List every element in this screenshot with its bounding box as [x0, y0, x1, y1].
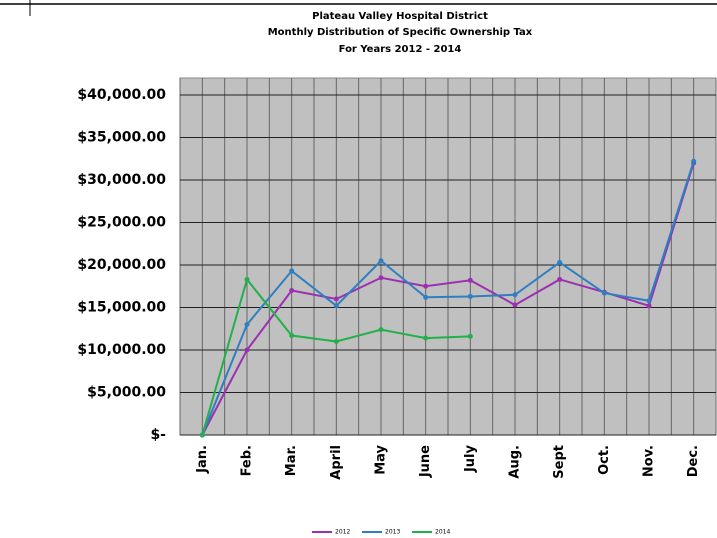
data-point: [691, 158, 697, 164]
data-point: [467, 277, 473, 283]
legend-label: 2013: [385, 529, 400, 536]
data-point: [557, 259, 563, 265]
y-tick-label: $15,000.00: [77, 300, 166, 316]
x-tick-label: Mar.: [284, 445, 299, 476]
data-point: [244, 347, 250, 353]
data-point: [601, 290, 607, 296]
x-tick-label: April: [329, 445, 344, 480]
x-tick-label: Nov.: [642, 445, 657, 477]
data-point: [512, 292, 518, 298]
data-point: [423, 335, 429, 341]
data-point: [199, 432, 205, 438]
chart-subtitle: Monthly Distribution of Specific Ownersh…: [268, 27, 533, 38]
data-point: [289, 333, 295, 339]
x-tick-label: Aug.: [508, 445, 523, 479]
data-point: [333, 296, 339, 302]
data-point: [557, 276, 563, 282]
data-point: [289, 268, 295, 274]
data-point: [244, 322, 250, 327]
x-tick-label: July: [463, 444, 478, 473]
y-tick-label: $20,000.00: [77, 257, 166, 273]
data-point: [289, 288, 295, 293]
y-tick-label: $-: [150, 427, 166, 443]
data-point: [646, 298, 652, 304]
data-point: [333, 339, 339, 344]
x-tick-label: June: [418, 445, 433, 478]
x-tick-label: Dec.: [686, 445, 701, 477]
data-point: [378, 327, 384, 333]
chart-subtitle: For Years 2012 - 2014: [339, 44, 462, 55]
legend-label: 2012: [335, 529, 350, 536]
series-line: [201, 160, 695, 436]
data-point: [244, 276, 250, 282]
data-point: [512, 302, 518, 308]
data-point: [378, 258, 384, 264]
y-tick-label: $25,000.00: [77, 215, 166, 231]
legend-label: 2014: [435, 529, 450, 536]
x-tick-label: Oct.: [597, 445, 612, 475]
y-tick-label: $10,000.00: [77, 342, 166, 358]
y-tick-label: $35,000.00: [77, 130, 166, 146]
x-tick-label: Feb.: [240, 445, 255, 476]
data-point: [333, 303, 339, 309]
x-tick-label: Sept: [552, 445, 567, 479]
y-tick-label: $40,000.00: [77, 87, 166, 103]
data-point: [467, 293, 473, 299]
chart-title: Plateau Valley Hospital District: [312, 11, 488, 22]
data-point: [646, 303, 652, 309]
data-point: [378, 275, 384, 281]
data-point: [423, 283, 429, 289]
x-tick-label: Jan.: [195, 445, 210, 474]
y-tick-label: $5,000.00: [87, 385, 166, 401]
data-point: [423, 294, 429, 300]
y-tick-label: $30,000.00: [77, 172, 166, 188]
x-tick-label: May: [374, 444, 389, 474]
data-point: [467, 333, 473, 339]
